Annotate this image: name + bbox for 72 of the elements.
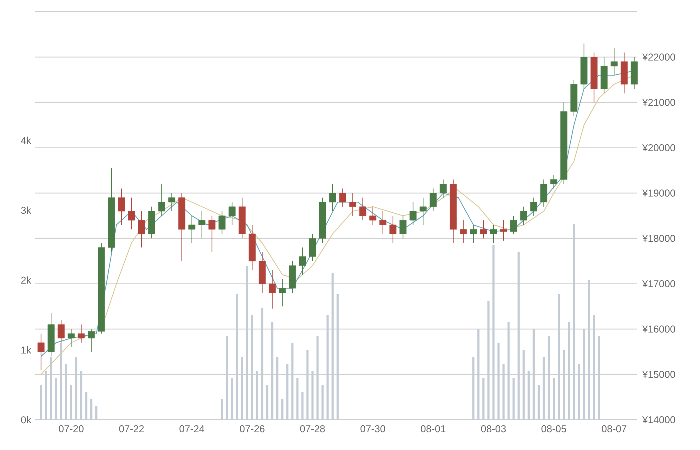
x-tick-label: 07-30	[360, 426, 386, 433]
candlestick	[279, 279, 286, 308]
candlestick	[530, 198, 538, 216]
x-tick-label: 07-26	[240, 426, 265, 433]
y2-tick-label: ¥16000	[642, 326, 676, 333]
x-tick-label: 08-01	[421, 426, 446, 433]
y2-tick-label: ¥19000	[642, 190, 676, 197]
candlestick	[58, 320, 65, 344]
candlestick	[118, 188, 126, 226]
candlestick	[470, 224, 478, 244]
candlestick	[208, 216, 216, 253]
candlestick	[380, 211, 387, 234]
candlestick	[480, 220, 488, 240]
candlestick	[228, 202, 236, 226]
y2-tick-label: ¥20000	[642, 144, 676, 152]
candlestick	[329, 184, 336, 212]
y2-tick-label: ¥18000	[642, 235, 676, 242]
candlestick	[138, 211, 146, 248]
candlestick	[500, 220, 508, 242]
candlestick	[520, 206, 528, 226]
candlestick	[420, 198, 427, 226]
candlestick	[440, 179, 447, 198]
candlestick	[188, 216, 196, 244]
candlestick	[490, 224, 498, 244]
candlestick	[38, 334, 45, 370]
y2-tick-label: ¥22000	[642, 54, 676, 61]
candlestick	[309, 234, 316, 262]
candlestick	[370, 206, 377, 226]
y-tick-label: 1k	[22, 346, 32, 354]
candlestick	[410, 202, 417, 226]
candlestick	[620, 52, 628, 94]
candlestick	[198, 211, 206, 240]
y2-tick-label: ¥17000	[642, 280, 676, 288]
y2-tick-label: ¥15000	[642, 371, 676, 378]
candlestick	[68, 328, 75, 348]
candlestick	[510, 216, 518, 234]
y-tick-label: 4k	[21, 136, 32, 144]
candlestick	[78, 324, 85, 344]
candlestick	[128, 198, 136, 230]
x-tick-label: 08-05	[542, 426, 566, 433]
candlestick	[350, 192, 356, 216]
candlestick	[460, 220, 468, 244]
candlestick	[360, 198, 366, 221]
y2-tick-label: ¥14000	[642, 416, 676, 424]
candlestick	[430, 188, 437, 212]
y-tick-label: 3k	[21, 206, 32, 214]
candlestick	[600, 56, 608, 94]
candlestick	[158, 184, 166, 216]
candlestick	[289, 260, 296, 294]
x-tick-label: 07-20	[59, 426, 84, 433]
candlestick	[631, 56, 638, 90]
candlestick	[540, 179, 548, 208]
candlestick	[148, 206, 156, 240]
x-tick-label: 07-28	[300, 426, 326, 433]
candlestick	[88, 328, 96, 352]
candlestick	[390, 216, 397, 244]
candlestick	[299, 247, 306, 276]
y2-tick-label: ¥21000	[642, 99, 676, 106]
x-tick-label: 07-22	[119, 426, 144, 433]
x-tick-label: 07-24	[180, 426, 205, 433]
candlestick	[400, 216, 407, 240]
candlestick	[218, 211, 226, 234]
x-tick-label: 08-07	[602, 426, 627, 433]
candlestick	[610, 48, 618, 76]
candlestick	[339, 188, 346, 208]
candlestick	[550, 174, 558, 190]
candlestick	[269, 270, 276, 310]
y-tick-label: 0k	[21, 416, 32, 424]
x-tick-label: 08-03	[481, 426, 506, 433]
candlestick	[168, 192, 176, 212]
candlestick	[259, 252, 266, 294]
y-tick-label: 2k	[21, 276, 32, 284]
